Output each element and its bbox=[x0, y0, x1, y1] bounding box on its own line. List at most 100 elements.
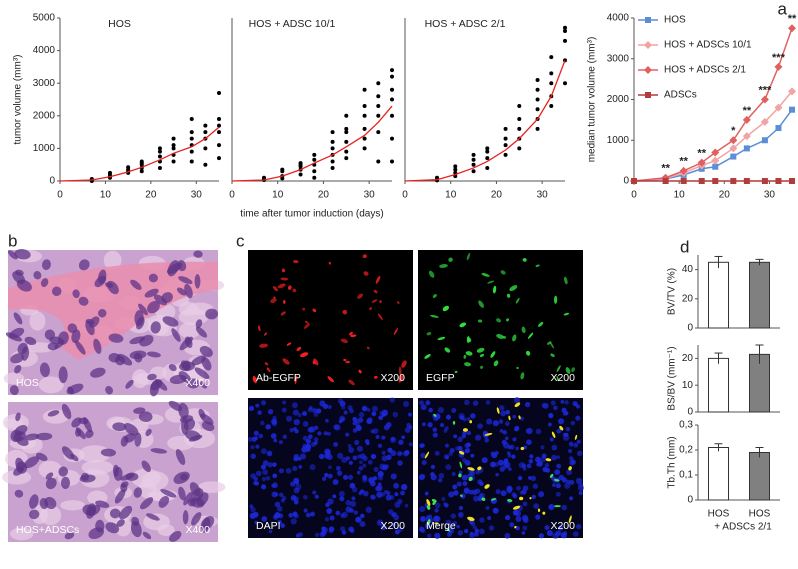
fluor-cell bbox=[556, 376, 559, 382]
nucleus bbox=[272, 473, 278, 479]
nucleus bbox=[148, 273, 158, 283]
nucleus bbox=[366, 407, 371, 412]
data-point bbox=[535, 126, 540, 131]
fluor-cell bbox=[458, 450, 465, 455]
chart-title: HOS bbox=[108, 18, 131, 30]
nucleus bbox=[362, 463, 367, 468]
data-point bbox=[535, 97, 540, 102]
nucleus bbox=[486, 418, 493, 425]
nucleus bbox=[15, 412, 21, 422]
nucleus bbox=[255, 403, 260, 408]
data-point bbox=[362, 136, 367, 141]
nucleus bbox=[289, 427, 294, 433]
nucleus bbox=[267, 462, 273, 468]
nucleus bbox=[532, 483, 539, 489]
nucleus bbox=[554, 469, 561, 476]
nucleus bbox=[578, 490, 583, 496]
data-point bbox=[453, 164, 458, 169]
nucleus bbox=[134, 432, 142, 447]
nucleus bbox=[105, 385, 114, 395]
data-point bbox=[376, 130, 381, 135]
nucleus bbox=[145, 428, 152, 437]
nucleus bbox=[355, 516, 362, 523]
nucleus bbox=[327, 473, 333, 479]
data-point bbox=[485, 165, 490, 170]
nucleus bbox=[61, 403, 72, 420]
nucleus bbox=[562, 432, 567, 437]
nucleus bbox=[109, 508, 121, 519]
fluor-cell bbox=[568, 466, 572, 471]
data-point bbox=[662, 178, 669, 184]
nucleus bbox=[123, 423, 139, 436]
fluor-cell bbox=[313, 358, 319, 366]
nucleus bbox=[47, 342, 59, 351]
nucleus bbox=[327, 498, 334, 505]
nucleus bbox=[270, 433, 277, 439]
fluor-cell bbox=[549, 341, 555, 349]
nucleus bbox=[335, 510, 341, 516]
nucleus bbox=[551, 454, 557, 461]
fluor-cell bbox=[559, 425, 564, 431]
micrograph bbox=[2, 400, 226, 542]
nucleus bbox=[255, 470, 262, 477]
data-point bbox=[760, 95, 769, 104]
nucleus bbox=[365, 506, 372, 513]
fluor-cell bbox=[350, 334, 357, 338]
data-point bbox=[535, 77, 540, 82]
data-point bbox=[730, 153, 737, 160]
fluor-cell bbox=[496, 333, 504, 339]
fluor-cell bbox=[452, 421, 456, 425]
nucleus bbox=[347, 444, 352, 448]
nucleus bbox=[328, 528, 334, 534]
nucleus bbox=[464, 459, 470, 466]
nucleus bbox=[9, 385, 19, 396]
nucleus bbox=[526, 439, 532, 446]
nucleus bbox=[446, 532, 452, 537]
fluor-cell bbox=[434, 522, 439, 525]
fluor-cell bbox=[468, 476, 473, 482]
data-point bbox=[774, 103, 783, 112]
fluor-cell bbox=[492, 285, 497, 294]
nucleus bbox=[445, 414, 452, 420]
nucleus bbox=[268, 529, 273, 534]
nucleus bbox=[522, 501, 528, 507]
nucleus bbox=[249, 512, 256, 519]
data-point bbox=[344, 156, 349, 161]
nucleus bbox=[375, 485, 381, 492]
nucleus bbox=[569, 459, 575, 466]
nucleus bbox=[291, 402, 298, 409]
nucleus bbox=[199, 345, 213, 358]
nucleus bbox=[397, 460, 403, 466]
series-line bbox=[633, 90, 793, 182]
data-point bbox=[203, 130, 208, 135]
data-point bbox=[330, 159, 335, 164]
data-point bbox=[312, 157, 317, 162]
series-line bbox=[633, 109, 793, 182]
y-tick-label: 0,1 bbox=[679, 470, 693, 481]
nucleus bbox=[528, 476, 532, 480]
nucleus bbox=[514, 426, 519, 432]
nucleus bbox=[29, 509, 40, 520]
fluor-cell bbox=[287, 285, 292, 290]
nucleus bbox=[267, 408, 274, 415]
nucleus bbox=[458, 505, 464, 511]
fluor-cell bbox=[424, 354, 431, 359]
nucleus bbox=[75, 427, 86, 440]
fluor-cell bbox=[571, 367, 575, 373]
y-tick-label: 1000 bbox=[33, 143, 56, 154]
nucleus bbox=[443, 429, 448, 433]
nucleus bbox=[463, 528, 469, 534]
nucleus bbox=[90, 367, 106, 378]
data-point bbox=[775, 125, 782, 132]
nucleus bbox=[253, 476, 259, 482]
nucleus bbox=[373, 466, 379, 473]
micrograph-label: HOS bbox=[16, 377, 39, 389]
nucleus bbox=[502, 430, 508, 435]
data-point bbox=[711, 148, 720, 157]
nucleus bbox=[352, 416, 358, 422]
data-point bbox=[549, 71, 554, 76]
nucleus bbox=[421, 422, 426, 427]
bar bbox=[749, 261, 770, 329]
nucleus bbox=[169, 531, 182, 542]
nucleus bbox=[522, 467, 527, 471]
